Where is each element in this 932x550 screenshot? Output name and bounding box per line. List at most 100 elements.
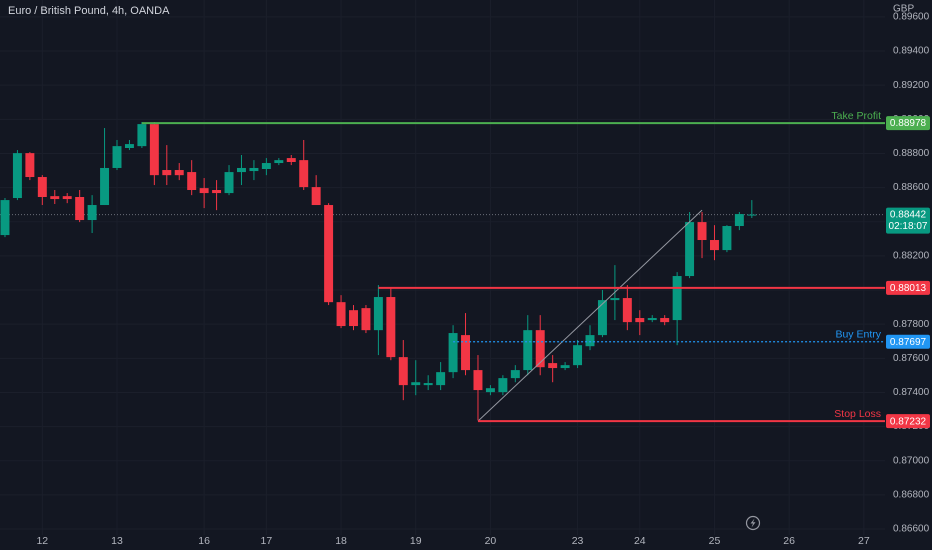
candle-body	[635, 318, 645, 323]
candle-body	[224, 172, 234, 194]
candle-body	[647, 318, 657, 321]
candle-body	[672, 276, 682, 321]
trend-line	[477, 209, 703, 422]
candle-body	[747, 214, 757, 216]
candle-body	[610, 298, 620, 301]
candle-body	[100, 167, 110, 206]
y-tick-label: 0.87000	[893, 455, 930, 466]
icon-circle	[745, 515, 761, 531]
y-tick-label: 0.89400	[893, 46, 930, 57]
candle-body	[112, 146, 122, 168]
icon-bolt	[750, 518, 756, 528]
candle-body	[585, 335, 595, 347]
last-price-box	[886, 207, 930, 234]
candle-body	[336, 302, 346, 327]
candle-body	[411, 382, 421, 386]
candle-body	[37, 177, 47, 197]
candle-body	[349, 310, 358, 327]
y-tick-label: 0.87600	[893, 353, 930, 364]
y-tick-label: 0.88800	[893, 148, 930, 159]
chart-title: Euro / British Pound, 4h, OANDA	[8, 5, 170, 17]
candle-body	[709, 240, 719, 251]
candle-body	[498, 378, 508, 393]
candle-body	[124, 144, 134, 149]
candle-body	[162, 170, 172, 176]
candle-body	[461, 335, 471, 371]
candle-body	[87, 205, 97, 221]
candle-body	[261, 163, 271, 170]
x-tick-label: 20	[485, 535, 497, 547]
candle-body	[560, 365, 570, 369]
y-tick-label: 0.87800	[893, 319, 930, 330]
candle-body	[373, 297, 383, 331]
candle-body	[523, 330, 533, 371]
y-tick-label: 0.88200	[893, 251, 930, 262]
candle-body	[50, 196, 60, 200]
candle-body	[685, 222, 695, 277]
candle-body	[734, 214, 744, 227]
candle-body	[174, 170, 184, 176]
level-label-box	[886, 116, 930, 131]
candle-body	[398, 357, 408, 386]
candle-body	[75, 196, 85, 221]
last-price-label: 0.88442	[890, 210, 927, 221]
candle-body	[722, 226, 732, 251]
x-tick-label: 26	[783, 535, 795, 547]
y-tick-label: 0.86800	[893, 490, 930, 501]
candle-body	[597, 300, 607, 336]
grid	[0, 0, 885, 535]
plot: Take Profit Buy Entry Stop Loss	[0, 110, 885, 423]
y-tick-label: 0.87400	[893, 387, 930, 398]
y-tick-label: 0.89600	[893, 12, 930, 23]
level-label: 0.87697	[890, 337, 927, 348]
candle-body	[535, 330, 545, 368]
y-tick-label: 0.86600	[893, 524, 930, 535]
candle-body	[361, 308, 371, 331]
level-name: Buy Entry	[835, 329, 881, 341]
candle-body	[324, 205, 334, 303]
level-label: 0.88013	[890, 283, 927, 294]
candle-body	[485, 388, 495, 393]
candle-body	[274, 160, 284, 164]
level-label: 0.87232	[890, 416, 927, 427]
level-label: 0.88978	[890, 118, 927, 129]
x-tick-label: 25	[709, 535, 721, 547]
candle-body	[199, 188, 209, 194]
countdown-label: 02:18:07	[889, 221, 928, 232]
level-label-box	[886, 414, 930, 429]
candle-body	[622, 298, 632, 323]
level-label-box	[886, 334, 930, 349]
candle-body	[448, 333, 458, 373]
candle-body	[660, 318, 670, 323]
y-tick-label: 0.89200	[893, 80, 930, 91]
level-label-box	[886, 280, 930, 295]
candle-body	[0, 200, 10, 236]
candle-body	[12, 153, 22, 199]
y-axis-label: GBP	[893, 4, 914, 15]
x-tick-label: 23	[572, 535, 584, 547]
x-tick-label: 16	[198, 535, 210, 547]
axis: 0.866000.868000.870000.872000.874000.876…	[36, 12, 930, 547]
x-tick-label: 12	[36, 535, 48, 547]
candle-body	[212, 189, 222, 194]
level-name: Take Profit	[831, 110, 881, 122]
candle-body	[299, 160, 309, 188]
candle-body	[510, 370, 520, 379]
replay-icon[interactable]	[745, 515, 761, 531]
y-tick-label: 0.88600	[893, 182, 930, 193]
candle-body	[573, 345, 583, 366]
candle-body	[697, 222, 707, 241]
candle-body	[311, 187, 321, 206]
x-tick-label: 19	[410, 535, 422, 547]
x-tick-label: 13	[111, 535, 123, 547]
candle-body	[423, 383, 433, 386]
candle-body	[137, 124, 147, 147]
candle-body	[436, 372, 446, 386]
x-tick-label: 18	[335, 535, 347, 547]
candle-body	[62, 196, 72, 200]
candle-body	[386, 297, 396, 358]
candle-body	[249, 167, 259, 172]
